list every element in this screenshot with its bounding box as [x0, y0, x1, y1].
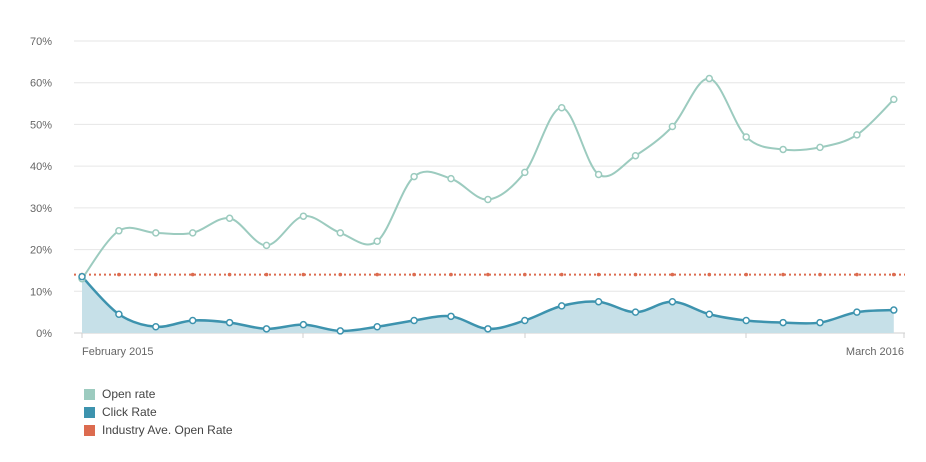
- open-rate-point[interactable]: [188, 229, 197, 237]
- click-rate-point[interactable]: [594, 297, 603, 306]
- legend-item-click-rate[interactable]: Click Rate: [84, 403, 233, 421]
- legend: Open rate Click Rate Industry Ave. Open …: [84, 385, 233, 439]
- open-rate-point[interactable]: [594, 170, 603, 179]
- legend-swatch-open-rate: [84, 388, 95, 400]
- click-rate-point[interactable]: [853, 308, 861, 316]
- industry-average-point: [670, 272, 675, 277]
- industry-average-point: [412, 272, 416, 277]
- industry-average-point: [338, 272, 343, 277]
- click-rate-point[interactable]: [78, 272, 86, 281]
- open-rate-point[interactable]: [705, 74, 714, 83]
- open-rate-point[interactable]: [890, 95, 898, 104]
- x-tick-label-start: February 2015: [82, 346, 154, 358]
- click-rate-point[interactable]: [188, 316, 197, 325]
- industry-average-point: [154, 272, 158, 277]
- open-rate-point[interactable]: [668, 122, 677, 131]
- open-rate-point[interactable]: [742, 133, 750, 141]
- industry-average-point: [744, 272, 748, 277]
- industry-average-point: [818, 272, 822, 277]
- open-rate-point[interactable]: [557, 103, 566, 112]
- open-rate-point[interactable]: [631, 151, 640, 160]
- industry-average-point: [190, 272, 195, 277]
- industry-average-point: [117, 272, 121, 277]
- y-tick-label: 40%: [30, 161, 52, 173]
- legend-item-open-rate[interactable]: Open rate: [84, 385, 233, 403]
- click-rate-point[interactable]: [447, 312, 455, 321]
- click-rate-point[interactable]: [115, 310, 123, 318]
- open-rate-point[interactable]: [779, 145, 787, 154]
- legend-label-industry-average: Industry Ave. Open Rate: [102, 423, 233, 437]
- click-rate-point[interactable]: [705, 310, 714, 318]
- industry-average-point: [781, 272, 785, 277]
- click-rate-point[interactable]: [373, 322, 381, 331]
- legend-swatch-click-rate: [84, 406, 95, 418]
- series-layer: [74, 74, 905, 335]
- x-tick-label-end: March 2016: [846, 346, 904, 358]
- click-rate-point[interactable]: [336, 327, 345, 335]
- click-rate-point[interactable]: [631, 308, 640, 316]
- y-tick-label: 70%: [30, 36, 52, 48]
- industry-average-point: [855, 272, 859, 277]
- legend-label-click-rate: Click Rate: [102, 405, 157, 419]
- industry-average-point: [486, 272, 490, 277]
- y-tick-label: 30%: [30, 203, 52, 215]
- industry-average-point: [227, 272, 232, 277]
- open-rate-point[interactable]: [336, 229, 345, 237]
- open-rate-point[interactable]: [484, 195, 492, 204]
- industry-average-point: [892, 272, 896, 277]
- open-rate-point[interactable]: [853, 131, 861, 139]
- click-rate-area: [82, 276, 894, 333]
- click-rate-point[interactable]: [152, 322, 160, 331]
- industry-average-point: [264, 272, 269, 277]
- y-tick-label: 20%: [30, 245, 52, 257]
- open-rate-point[interactable]: [373, 237, 381, 245]
- y-tick-label: 0%: [36, 328, 52, 340]
- click-rate-point[interactable]: [410, 316, 418, 325]
- x-axis: February 2015 March 2016: [81, 333, 905, 358]
- industry-average-point: [633, 272, 638, 277]
- click-rate-point[interactable]: [742, 316, 750, 325]
- industry-average-point: [301, 272, 306, 277]
- industry-average-point: [523, 272, 527, 277]
- industry-average-point: [596, 272, 601, 277]
- legend-swatch-industry-average: [84, 424, 95, 436]
- open-rate-point[interactable]: [262, 241, 271, 250]
- open-rate-point[interactable]: [299, 212, 308, 220]
- click-rate-point[interactable]: [816, 318, 824, 327]
- industry-average-point: [559, 272, 564, 277]
- industry-average-point: [707, 272, 712, 277]
- y-axis-ticks: 70% 60% 50% 40% 30% 20% 10% 0%: [30, 36, 52, 340]
- click-rate-point[interactable]: [521, 316, 529, 325]
- grid-lines: [74, 40, 905, 334]
- open-rate-point[interactable]: [152, 229, 160, 237]
- click-rate-point[interactable]: [668, 297, 677, 306]
- click-rate-point[interactable]: [225, 318, 234, 327]
- open-rate-point[interactable]: [410, 172, 418, 181]
- click-rate-point[interactable]: [299, 320, 308, 329]
- industry-average-point: [375, 272, 380, 277]
- industry-average-point: [449, 272, 453, 277]
- open-rate-point[interactable]: [816, 143, 824, 152]
- click-rate-point[interactable]: [779, 318, 787, 327]
- click-rate-point[interactable]: [890, 306, 898, 314]
- y-tick-label: 50%: [30, 119, 52, 131]
- legend-item-industry-average[interactable]: Industry Ave. Open Rate: [84, 421, 233, 439]
- click-rate-point[interactable]: [484, 325, 492, 333]
- open-rate-line: [81, 77, 895, 280]
- y-tick-label: 60%: [30, 78, 52, 90]
- open-rate-point[interactable]: [447, 174, 455, 183]
- click-rate-point[interactable]: [262, 325, 271, 333]
- y-tick-label: 10%: [30, 286, 52, 298]
- open-rate-point[interactable]: [115, 227, 123, 235]
- open-rate-point[interactable]: [225, 214, 234, 223]
- legend-label-open-rate: Open rate: [102, 387, 156, 401]
- open-rate-point[interactable]: [521, 168, 529, 177]
- click-rate-point[interactable]: [557, 302, 566, 310]
